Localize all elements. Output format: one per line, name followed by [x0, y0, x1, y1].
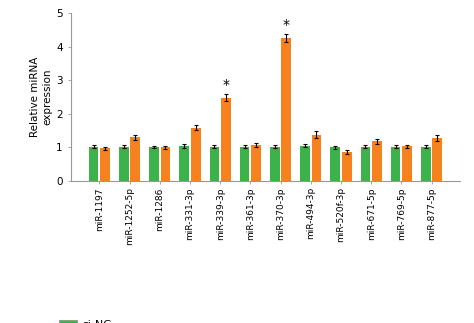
- Bar: [210, 147, 219, 181]
- Bar: [402, 146, 412, 181]
- Bar: [421, 147, 431, 181]
- Bar: [100, 148, 110, 181]
- Bar: [330, 147, 340, 181]
- Bar: [300, 146, 310, 181]
- Bar: [311, 134, 321, 181]
- Bar: [432, 138, 442, 181]
- Bar: [179, 146, 189, 181]
- Bar: [149, 147, 159, 181]
- Bar: [251, 145, 261, 181]
- Bar: [119, 147, 128, 181]
- Bar: [372, 141, 382, 181]
- Bar: [282, 38, 291, 181]
- Bar: [89, 147, 99, 181]
- Bar: [391, 147, 401, 181]
- Bar: [191, 128, 201, 181]
- Y-axis label: Relative miRNA
expression: Relative miRNA expression: [30, 57, 52, 137]
- Text: *: *: [283, 18, 290, 32]
- Bar: [361, 147, 370, 181]
- Bar: [240, 147, 249, 181]
- Legend: si-NC, si-circ_0023461: si-NC, si-circ_0023461: [57, 318, 173, 323]
- Text: *: *: [222, 78, 229, 92]
- Bar: [161, 147, 170, 181]
- Bar: [130, 137, 140, 181]
- Bar: [270, 147, 280, 181]
- Bar: [342, 152, 352, 181]
- Bar: [221, 98, 231, 181]
